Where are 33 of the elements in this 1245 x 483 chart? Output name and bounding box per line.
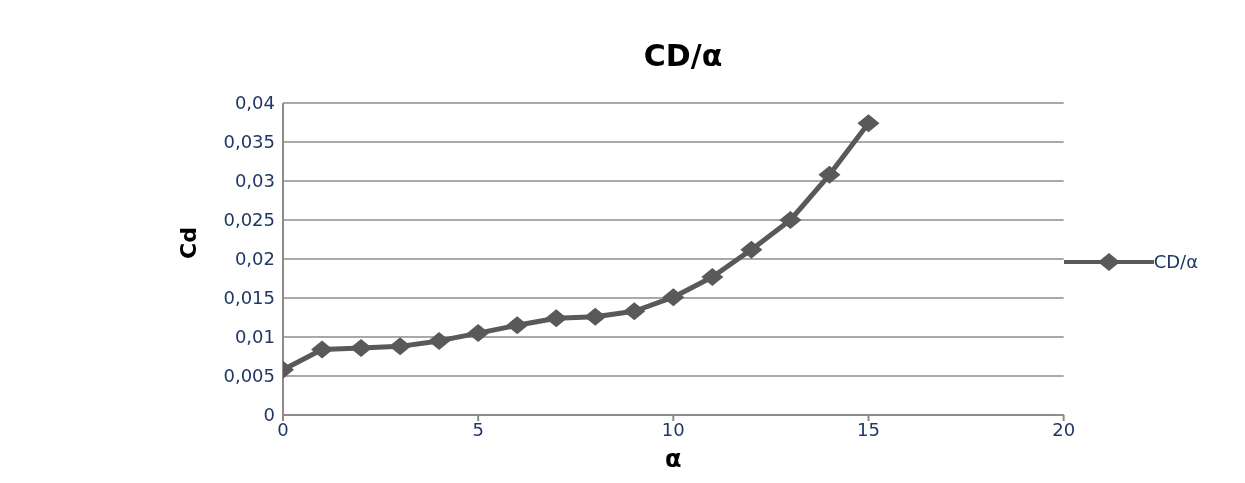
x-axis-title: α <box>665 445 682 473</box>
y-tick-label: 0,035 <box>223 131 275 153</box>
x-tick-label: 10 <box>661 418 685 440</box>
point <box>623 302 646 321</box>
point <box>818 165 841 184</box>
y-tick-label: 0 <box>263 404 275 426</box>
y-tick-label: 0,01 <box>234 326 275 348</box>
y-tick-label: 0,03 <box>234 170 275 192</box>
x-tick-label: 5 <box>472 418 484 440</box>
point <box>662 288 685 307</box>
x-tick-label: 20 <box>1052 418 1076 440</box>
y-axis-title: Cd <box>175 227 201 259</box>
point <box>857 114 880 133</box>
y-tick-label: 0,015 <box>223 287 275 309</box>
y-tick-label: 0,04 <box>234 92 275 114</box>
legend-label: CD/α <box>1153 251 1198 272</box>
point <box>779 211 802 229</box>
x-tick-label: 0 <box>277 418 289 440</box>
point <box>740 240 763 259</box>
point <box>545 309 568 328</box>
y-tick-label: 0,02 <box>234 248 275 270</box>
point <box>506 316 529 335</box>
chart-title: CD/α <box>642 38 724 73</box>
point <box>428 331 451 350</box>
point <box>350 338 373 357</box>
y-tick-label: 0,005 <box>223 365 275 387</box>
point <box>701 267 724 286</box>
point <box>467 324 490 343</box>
point <box>584 307 607 326</box>
x-tick-label: 15 <box>857 418 880 440</box>
point <box>311 340 334 359</box>
y-tick-label: 0,025 <box>223 209 275 231</box>
point <box>389 337 412 356</box>
